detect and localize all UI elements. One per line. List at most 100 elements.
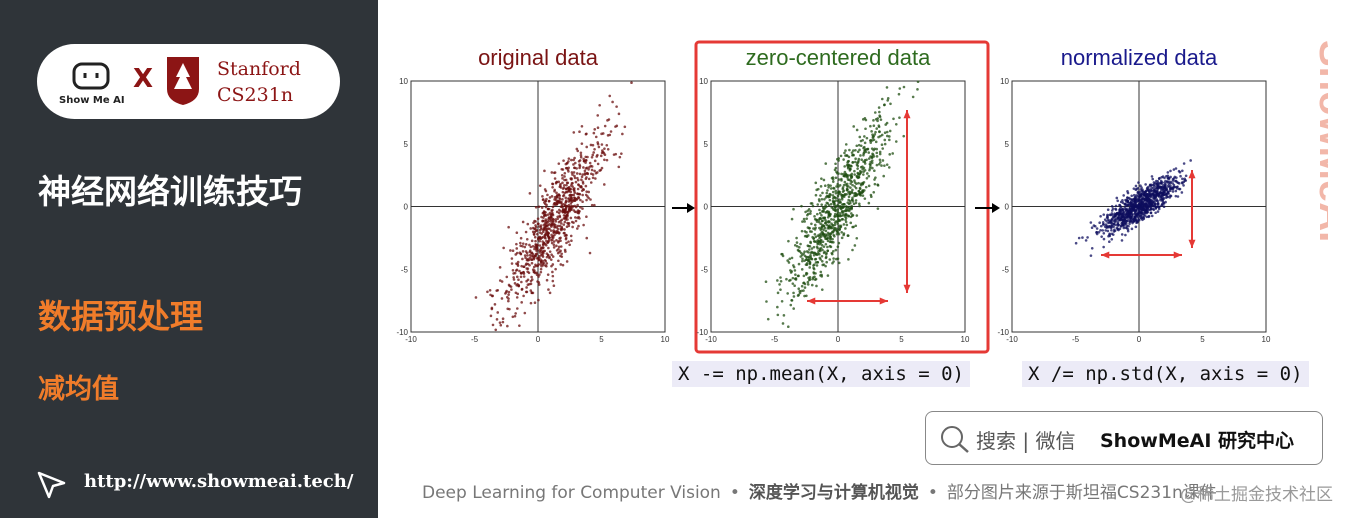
scatter-dot	[537, 281, 541, 284]
scatter-dot	[824, 234, 828, 238]
scatter-dot	[564, 196, 568, 200]
scatter-dot	[857, 159, 860, 163]
scatter-dot	[537, 258, 541, 262]
scatter-dot	[882, 174, 886, 178]
course: CS231n	[217, 84, 294, 106]
scatter-dot	[817, 249, 820, 253]
scatter-dot	[1164, 179, 1167, 183]
scatter-dot	[1109, 221, 1112, 224]
scatter-dot	[519, 236, 523, 240]
scatter-dot	[1146, 186, 1149, 190]
logo-badge: Show Me AI X Stanford CS231n	[37, 44, 340, 119]
scatter-dot	[563, 220, 567, 224]
scatter-dot	[538, 254, 541, 258]
scatter-dot	[573, 156, 576, 160]
scatter-dot	[598, 103, 601, 107]
scatter-dot	[528, 192, 532, 195]
scatter-dot	[789, 303, 793, 307]
scatter-dot	[1151, 177, 1155, 181]
scatter-dot	[538, 273, 541, 276]
scatter-dot	[535, 273, 539, 277]
scatter-dot	[552, 243, 556, 247]
robot-icon	[72, 62, 110, 90]
scatter-dot	[566, 168, 570, 172]
scatter-dot	[1172, 168, 1176, 171]
scatter-dot	[573, 174, 576, 178]
scatter-dot	[575, 198, 578, 201]
scatter-dot	[585, 236, 589, 240]
scatter-dot	[853, 194, 856, 198]
credit: @稀土掘金技术社区	[1180, 485, 1333, 505]
scatter-dot	[1156, 210, 1160, 213]
scatter-dot	[612, 153, 616, 156]
scatter-dot	[540, 206, 544, 209]
scatter-dot	[872, 119, 875, 122]
scatter-dot	[573, 204, 577, 208]
scatter-dot	[788, 279, 791, 282]
scatter-dot	[539, 270, 543, 274]
scatter-dot	[558, 214, 562, 218]
scatter-dot	[564, 215, 568, 218]
scatter-dot	[562, 217, 566, 220]
scatter-dot	[810, 257, 814, 261]
scatter-dot	[875, 147, 879, 151]
scatter-dot	[787, 261, 791, 264]
scatter-dot	[1099, 228, 1102, 232]
search-box[interactable]: 搜索 | 微信 ShowMeAI 研究中心	[925, 411, 1323, 465]
scatter-dot	[515, 251, 519, 255]
scatter-dot	[1184, 174, 1188, 178]
scatter-dot	[550, 235, 554, 239]
scatter-dot	[820, 255, 824, 258]
scatter-dot	[557, 193, 561, 196]
scatter-dot	[548, 250, 552, 253]
scatter-dot	[519, 275, 523, 279]
scatter-dot	[776, 279, 779, 282]
scatter-dot	[496, 311, 500, 314]
scatter-dot	[855, 236, 859, 240]
scatter-dot	[898, 87, 902, 90]
scatter-dot	[552, 240, 556, 243]
scatter-dot	[1137, 218, 1141, 222]
scatter-dot	[1139, 216, 1143, 220]
scatter-dot	[842, 223, 846, 226]
scatter-dot	[526, 262, 530, 266]
scatter-dot	[849, 215, 853, 219]
scatter-dot	[1102, 237, 1106, 241]
scatter-dot	[1138, 190, 1142, 194]
scatter-dot	[833, 215, 837, 218]
scatter-dot	[851, 225, 854, 229]
scatter-dot	[1106, 229, 1110, 233]
scatter-dot	[1156, 202, 1160, 206]
scatter-dot	[830, 218, 833, 221]
scatter-dot	[516, 283, 519, 286]
scatter-dot	[533, 301, 537, 304]
scatter-dot	[557, 180, 561, 184]
scatter-dot	[831, 230, 834, 234]
scatter-dot	[812, 251, 816, 255]
website-link[interactable]: http://www.showmeai.tech/	[84, 471, 354, 492]
scatter-dot	[574, 219, 578, 223]
scatter-dot	[820, 203, 824, 206]
scatter-dot	[1099, 224, 1103, 228]
scatter-dot	[887, 166, 891, 169]
scatter-dot	[1156, 193, 1160, 197]
scatter-dot	[607, 118, 611, 121]
scatter-dot	[630, 81, 633, 84]
scatter-dot	[813, 217, 817, 221]
scatter-dot	[576, 176, 579, 180]
scatter-dot	[490, 307, 494, 311]
scatter-dot	[863, 145, 866, 149]
scatter-dot	[541, 219, 544, 223]
scatter-dot	[854, 148, 857, 152]
scatter-dot	[840, 177, 843, 181]
scatter-dot	[576, 178, 580, 182]
scatter-dot	[554, 267, 557, 271]
scatter-dot	[1114, 214, 1117, 217]
scatter-dot	[1179, 174, 1182, 178]
scatter-dot	[556, 227, 560, 231]
scatter-dot	[593, 203, 596, 207]
scatter-dot	[803, 220, 806, 223]
scatter-dot	[551, 217, 555, 221]
scatter-dot	[590, 168, 594, 172]
scatter-dot	[820, 260, 824, 263]
